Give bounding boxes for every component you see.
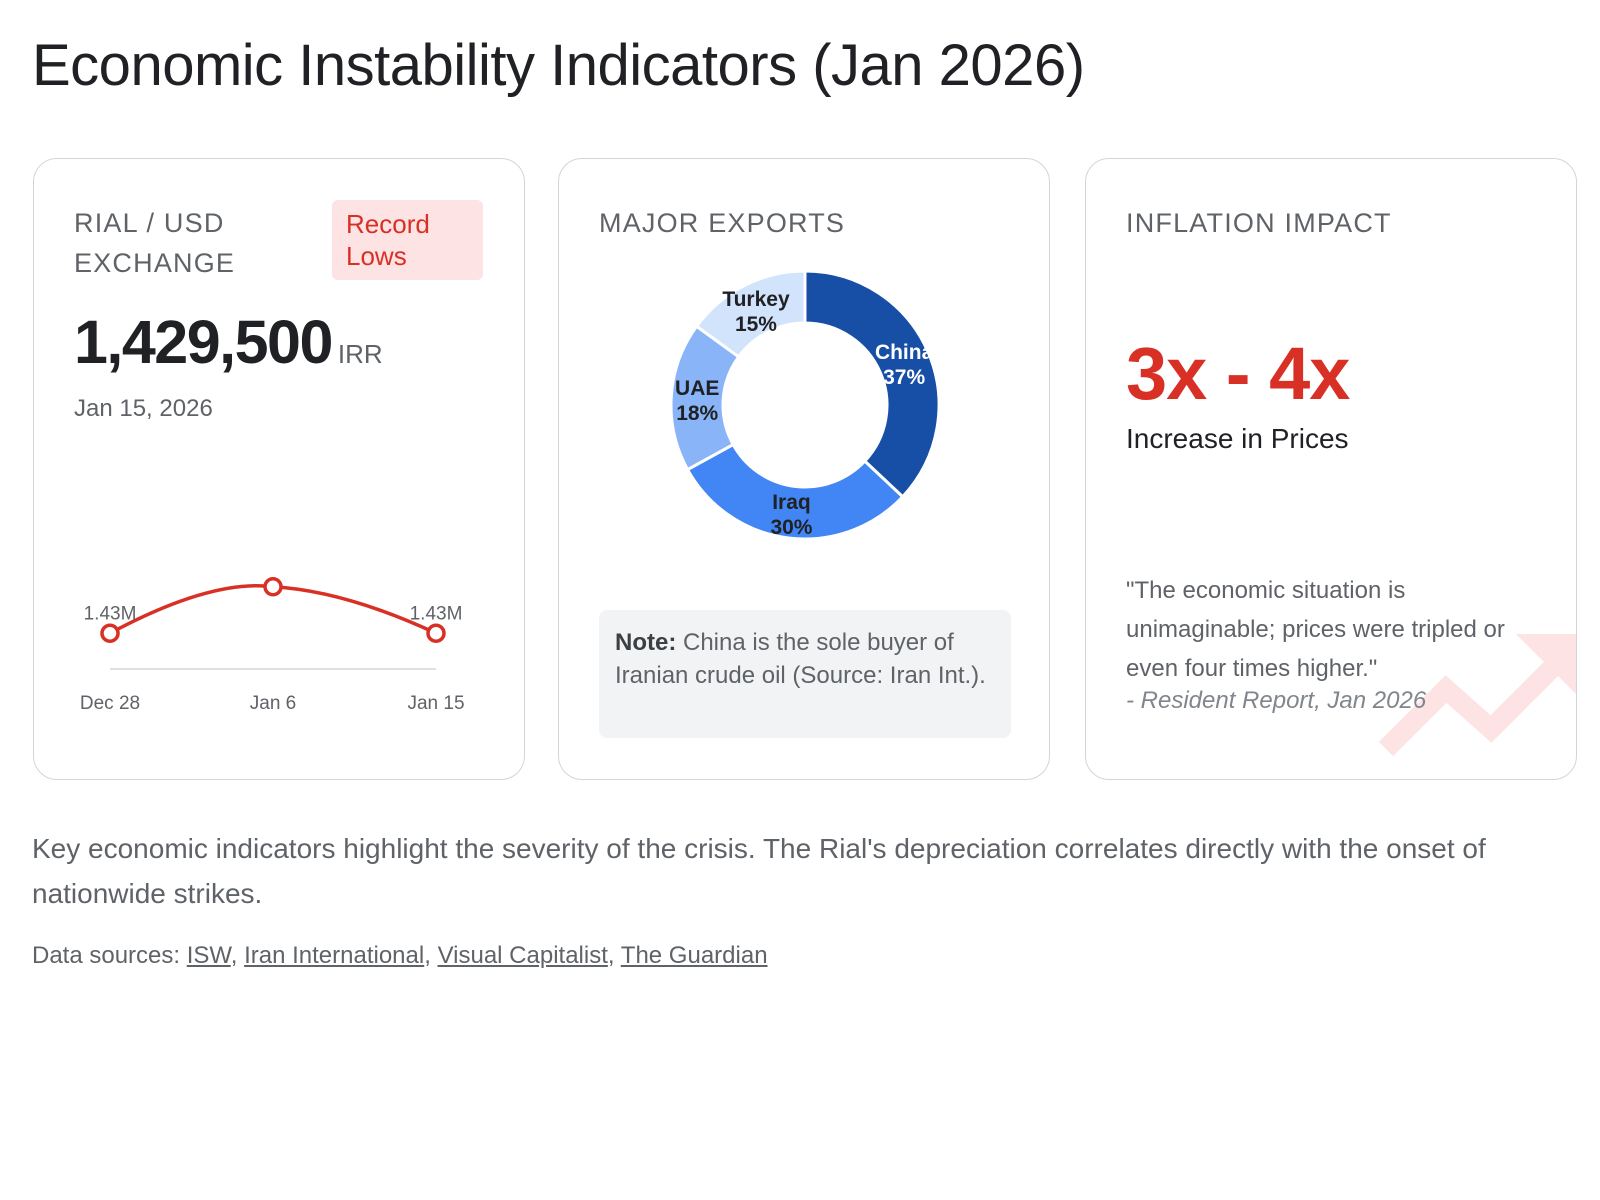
inflation-value: 3x - 4x [1126, 332, 1350, 415]
data-sources: Data sources: ISW, Iran International, V… [32, 942, 768, 969]
data-point [100, 623, 120, 643]
slice-percent-label: 15% [735, 313, 777, 336]
donut-slice-turkey [694, 269, 807, 359]
major-exports-card: MAJOR EXPORTS China 37% Iraq 30% UAE 18% Turke… [558, 158, 1050, 780]
inflation-impact-card: INFLATION IMPACT 3x - 4x Increase in Pri… [1085, 158, 1577, 780]
source-link-visual-capitalist[interactable]: Visual Capitalist [437, 942, 608, 969]
slice-category-label: Turkey [722, 288, 790, 311]
data-point [426, 623, 446, 643]
slice-percent-label: 37% [883, 366, 925, 389]
source-link-the-guardian[interactable]: The Guardian [620, 942, 768, 969]
page-title: Economic Instability Indicators (Jan 202… [32, 33, 1085, 98]
rial-card-label: RIAL / USD EXCHANGE [74, 208, 236, 278]
quote-source: - Resident Report, Jan 2026 [1126, 687, 1427, 714]
exchange-rate-line-chart: 1.43M Dec 28 Jan 6 1.43M Jan 15 [80, 577, 465, 714]
slice-category-label: China [875, 341, 934, 364]
exchange-rate-unit: IRR [337, 339, 383, 369]
summary-text: Key economic indicators highlight the se… [32, 833, 1486, 909]
slice-percent-label: 30% [770, 516, 812, 539]
rial-exchange-card: RIAL / USD EXCHANGE Record Lows 1,429,50… [33, 158, 525, 780]
note-text: China is the sole buyer of Iranian crude… [615, 629, 986, 689]
slice-category-label: Iraq [772, 491, 811, 514]
exports-card-label: MAJOR EXPORTS [599, 208, 846, 238]
donut-slice-iraq [685, 442, 905, 541]
record-lows-badge: Record Lows [332, 200, 483, 280]
sources-prefix: Data sources: [32, 942, 187, 969]
donut-slice-china [803, 269, 941, 499]
x-tick-label: Jan 15 [407, 693, 464, 714]
source-link-isw[interactable]: ISW [186, 942, 231, 969]
x-tick-label: Dec 28 [80, 693, 140, 714]
slice-category-label: UAE [675, 377, 719, 400]
data-label: 1.43M [410, 603, 463, 624]
inflation-card-label: INFLATION IMPACT [1126, 208, 1392, 238]
inflation-subtitle: Increase in Prices [1126, 423, 1349, 454]
source-link-iran-international[interactable]: Iran International [244, 942, 425, 969]
exchange-rate-value: 1,429,500 IRR [74, 307, 383, 377]
exchange-rate-number: 1,429,500 [74, 308, 333, 376]
resident-quote: "The economic situation is unimaginable;… [1126, 577, 1505, 682]
exchange-rate-date: Jan 15, 2026 [74, 395, 213, 422]
exports-note: Note: China is the sole buyer of Iranian… [599, 610, 1011, 738]
note-label: Note: [615, 629, 677, 656]
data-label: 1.43M [84, 603, 137, 624]
trending-up-icon [1378, 634, 1576, 757]
x-tick-label: Jan 6 [250, 693, 296, 714]
data-point [263, 577, 283, 597]
slice-percent-label: 18% [676, 402, 718, 425]
